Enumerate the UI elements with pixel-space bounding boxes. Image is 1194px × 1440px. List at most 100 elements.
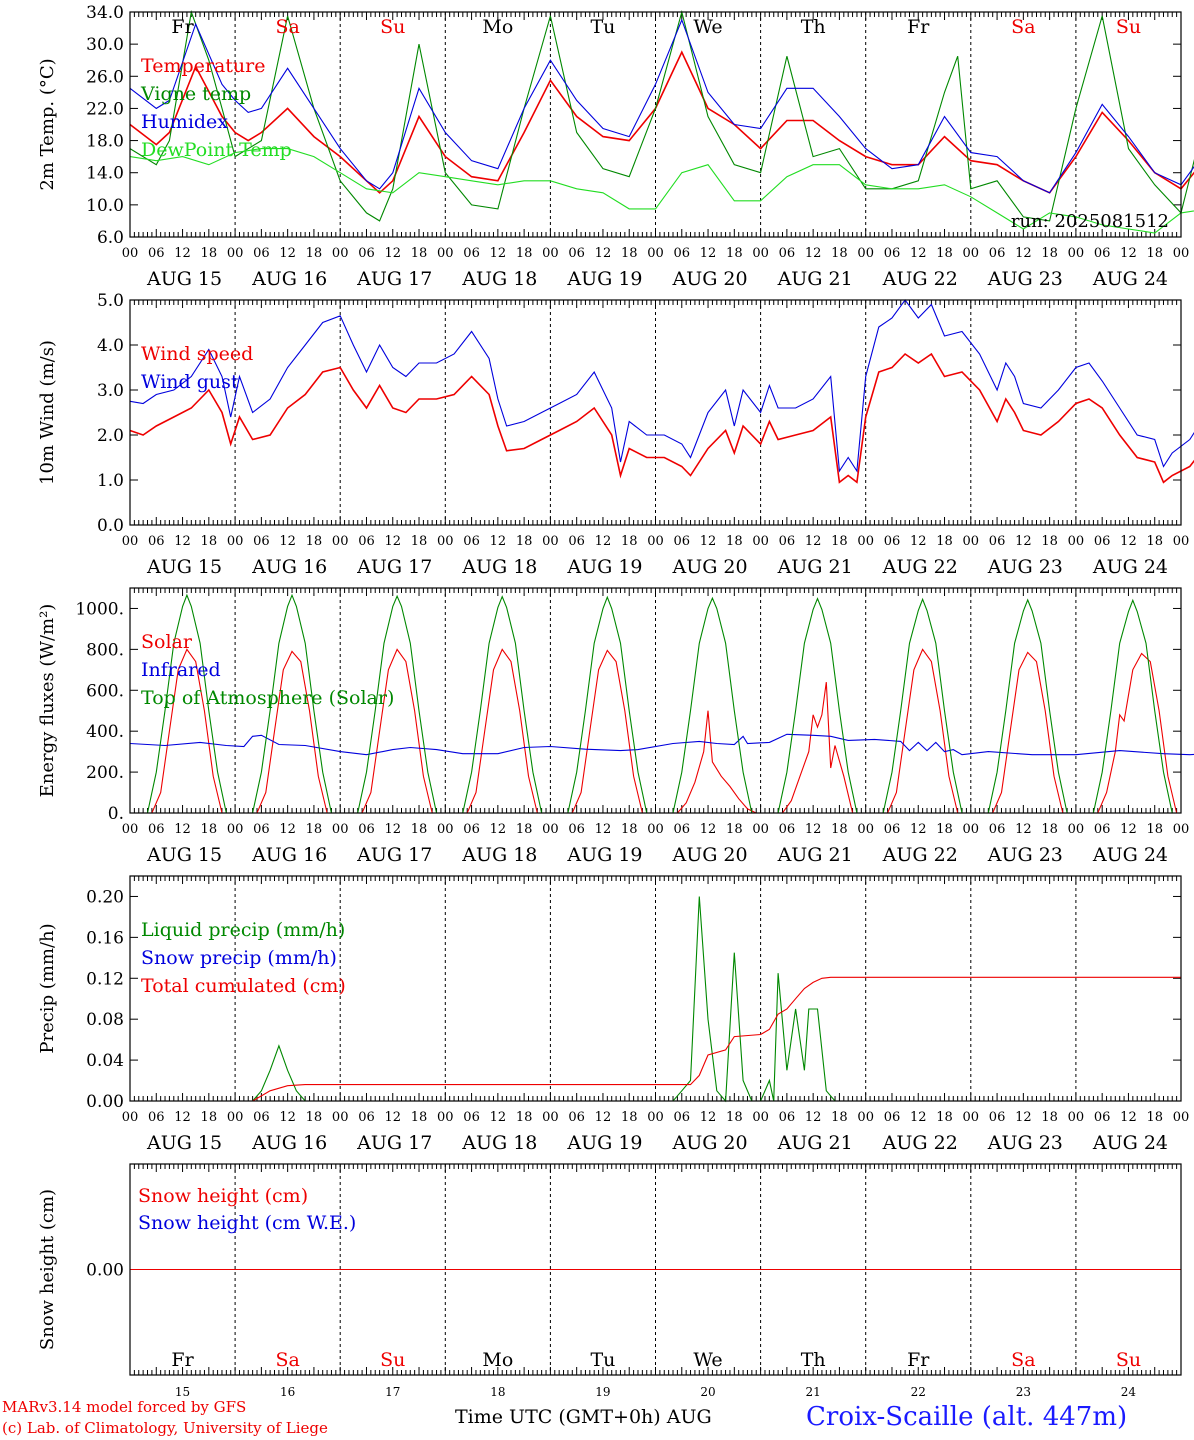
legend-solar: Solar	[141, 631, 193, 653]
day-number-label: 19	[595, 1385, 610, 1399]
date-label: AUG 18	[461, 844, 537, 866]
hour-tick-label: 06	[989, 822, 1006, 837]
series-wind-speed	[129, 352, 1194, 484]
y-tick-label: 800.	[86, 640, 124, 660]
weekday-label: Sa	[1011, 1349, 1035, 1371]
hour-tick-label: 06	[1094, 822, 1111, 837]
weekday-label: Sa	[275, 1349, 299, 1371]
date-label: AUG 24	[1092, 1132, 1168, 1154]
y-tick-label: 1.0	[97, 471, 124, 491]
hour-tick-label: 00	[122, 534, 139, 549]
weekday-label: Sa	[1011, 16, 1035, 38]
hour-tick-label: 06	[989, 1110, 1006, 1125]
date-label: AUG 16	[251, 268, 327, 290]
hour-tick-label: 12	[1015, 534, 1032, 549]
weekday-label: Mo	[482, 16, 513, 38]
weekday-label: Tu	[590, 16, 615, 38]
hour-tick-label: 12	[1120, 246, 1137, 261]
date-label: AUG 20	[671, 556, 747, 578]
y-tick-label: 10.0	[86, 196, 124, 216]
hour-tick-label: 18	[201, 534, 218, 549]
hour-tick-label: 18	[831, 1110, 848, 1125]
hour-tick-label: 06	[1094, 246, 1111, 261]
date-label: AUG 23	[987, 844, 1063, 866]
y-tick-label: 0.04	[86, 1051, 124, 1071]
date-label: AUG 19	[566, 1132, 642, 1154]
date-label: AUG 15	[146, 1132, 222, 1154]
date-label: AUG 22	[882, 1132, 958, 1154]
hour-tick-label: 06	[253, 246, 270, 261]
y-tick-label: 0.00	[86, 1261, 124, 1281]
hour-tick-label: 12	[384, 246, 401, 261]
hour-tick-label: 00	[437, 246, 454, 261]
hour-tick-label: 12	[1015, 822, 1032, 837]
date-label: AUG 23	[987, 1132, 1063, 1154]
run-label: run: 2025081512	[1011, 211, 1169, 232]
hour-tick-label: 18	[516, 822, 533, 837]
hour-tick-label: 00	[647, 1110, 664, 1125]
hour-tick-label: 12	[910, 534, 927, 549]
hour-tick-label: 18	[306, 534, 323, 549]
legend-liquid-precip-mm-h: Liquid precip (mm/h)	[141, 919, 345, 941]
plot-frame	[129, 587, 1182, 814]
y-tick-label: 22.0	[86, 99, 124, 119]
hour-tick-label: 12	[279, 1110, 296, 1125]
date-label: AUG 22	[882, 268, 958, 290]
hour-tick-label: 12	[805, 822, 822, 837]
hour-tick-label: 18	[306, 1110, 323, 1125]
date-label: AUG 17	[356, 556, 432, 578]
hour-tick-label: 00	[963, 822, 980, 837]
hour-tick-label: 18	[621, 822, 638, 837]
hour-tick-label: 12	[384, 1110, 401, 1125]
hour-tick-label: 00	[542, 246, 559, 261]
hour-tick-label: 06	[674, 534, 691, 549]
hour-tick-label: 12	[805, 246, 822, 261]
legend-wind-speed: Wind speed	[141, 343, 253, 365]
hour-tick-label: 18	[726, 534, 743, 549]
hour-tick-label: 18	[936, 822, 953, 837]
date-label: AUG 19	[566, 844, 642, 866]
hour-tick-label: 12	[490, 534, 507, 549]
hour-tick-label: 12	[1120, 534, 1137, 549]
plot-frame	[129, 299, 1182, 526]
legend-infrared: Infrared	[141, 659, 221, 681]
hour-tick-label: 00	[542, 1110, 559, 1125]
y-tick-label: 26.0	[86, 67, 124, 87]
series-vigne-temp	[129, 9, 1194, 222]
series-humidex	[129, 18, 1194, 194]
hour-tick-label: 12	[1015, 246, 1032, 261]
date-label: AUG 17	[356, 1132, 432, 1154]
y-tick-label: 0.	[108, 804, 124, 824]
legend-dewpoint-temp: DewPoint Temp	[141, 139, 292, 161]
hour-tick-label: 00	[1173, 822, 1190, 837]
hour-tick-label: 00	[752, 534, 769, 549]
hour-tick-label: 18	[1041, 1110, 1058, 1125]
date-label: AUG 16	[251, 1132, 327, 1154]
date-label: AUG 23	[987, 556, 1063, 578]
hour-tick-label: 18	[936, 534, 953, 549]
series-dewpoint-temp	[129, 148, 1194, 234]
hour-tick-label: 00	[1173, 534, 1190, 549]
hour-tick-label: 00	[437, 1110, 454, 1125]
day-number-label: 18	[490, 1385, 505, 1399]
hour-tick-label: 18	[936, 246, 953, 261]
y-tick-label: 0.12	[86, 969, 124, 989]
hour-tick-label: 06	[148, 822, 165, 837]
day-number-label: 17	[385, 1385, 400, 1399]
date-label: AUG 18	[461, 1132, 537, 1154]
date-label: AUG 21	[777, 844, 853, 866]
date-label: AUG 21	[777, 556, 853, 578]
weekday-label: Fr	[907, 16, 930, 38]
hour-tick-label: 12	[595, 822, 612, 837]
hour-tick-label: 00	[227, 822, 244, 837]
hour-tick-label: 06	[884, 822, 901, 837]
weekday-label: Su	[380, 1349, 405, 1371]
hour-tick-label: 12	[910, 822, 927, 837]
legend-vigne-temp: Vigne temp	[140, 83, 251, 105]
y-tick-label: 0.16	[86, 928, 124, 948]
y-tick-label: 6.0	[97, 228, 124, 248]
hour-tick-label: 12	[174, 246, 191, 261]
date-label: AUG 22	[882, 844, 958, 866]
hour-tick-label: 00	[1068, 822, 1085, 837]
time-axis-label: Time UTC (GMT+0h) AUG	[455, 1406, 712, 1428]
